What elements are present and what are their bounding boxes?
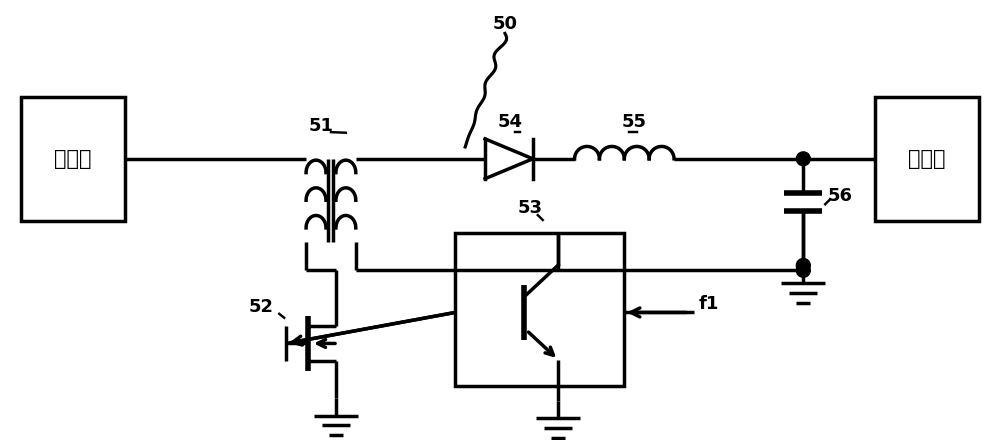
Bar: [455, 233, 624, 386]
Text: f1: f1: [699, 295, 719, 313]
Circle shape: [796, 152, 810, 166]
Text: 50: 50: [492, 15, 517, 32]
Text: 55: 55: [622, 113, 647, 131]
Text: 53: 53: [517, 199, 542, 217]
Circle shape: [796, 259, 810, 272]
Circle shape: [796, 264, 810, 277]
Bar: [875, 97, 979, 221]
Text: 输出端: 输出端: [908, 149, 946, 169]
Bar: [21, 97, 125, 221]
Text: 56: 56: [828, 187, 853, 205]
Text: 输入端: 输入端: [54, 149, 92, 169]
Text: 54: 54: [497, 113, 522, 131]
Text: 51: 51: [309, 117, 334, 135]
Text: 52: 52: [249, 298, 274, 316]
